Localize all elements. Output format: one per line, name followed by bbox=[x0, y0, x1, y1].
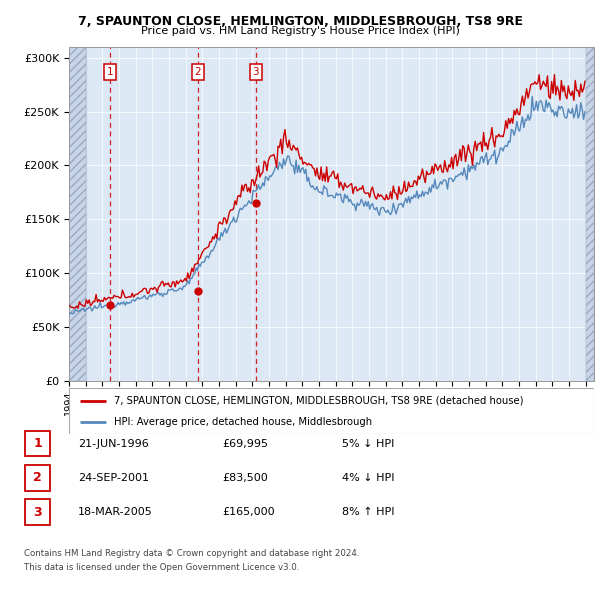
Text: Contains HM Land Registry data © Crown copyright and database right 2024.: Contains HM Land Registry data © Crown c… bbox=[24, 549, 359, 558]
Text: 3: 3 bbox=[253, 67, 259, 77]
Text: 2: 2 bbox=[194, 67, 201, 77]
Text: 18-MAR-2005: 18-MAR-2005 bbox=[78, 507, 153, 517]
Bar bbox=[586, 47, 594, 381]
FancyBboxPatch shape bbox=[25, 465, 50, 491]
Bar bbox=[586, 47, 594, 381]
Text: 1: 1 bbox=[107, 67, 113, 77]
Text: 8% ↑ HPI: 8% ↑ HPI bbox=[342, 507, 395, 517]
Text: £69,995: £69,995 bbox=[222, 439, 268, 448]
Text: £83,500: £83,500 bbox=[222, 473, 268, 483]
Text: 4% ↓ HPI: 4% ↓ HPI bbox=[342, 473, 395, 483]
Text: Price paid vs. HM Land Registry's House Price Index (HPI): Price paid vs. HM Land Registry's House … bbox=[140, 26, 460, 36]
Text: 1: 1 bbox=[33, 437, 42, 450]
Text: 2: 2 bbox=[33, 471, 42, 484]
Text: 24-SEP-2001: 24-SEP-2001 bbox=[78, 473, 149, 483]
Text: 21-JUN-1996: 21-JUN-1996 bbox=[78, 439, 149, 448]
Text: This data is licensed under the Open Government Licence v3.0.: This data is licensed under the Open Gov… bbox=[24, 563, 299, 572]
Text: 7, SPAUNTON CLOSE, HEMLINGTON, MIDDLESBROUGH, TS8 9RE (detached house): 7, SPAUNTON CLOSE, HEMLINGTON, MIDDLESBR… bbox=[113, 395, 523, 405]
Bar bbox=[69, 47, 86, 381]
Text: £165,000: £165,000 bbox=[222, 507, 275, 517]
FancyBboxPatch shape bbox=[25, 499, 50, 525]
Bar bbox=[69, 47, 86, 381]
Text: 5% ↓ HPI: 5% ↓ HPI bbox=[342, 439, 394, 448]
FancyBboxPatch shape bbox=[25, 431, 50, 457]
Text: 7, SPAUNTON CLOSE, HEMLINGTON, MIDDLESBROUGH, TS8 9RE: 7, SPAUNTON CLOSE, HEMLINGTON, MIDDLESBR… bbox=[77, 15, 523, 28]
Text: 3: 3 bbox=[33, 506, 42, 519]
FancyBboxPatch shape bbox=[69, 388, 594, 434]
Text: HPI: Average price, detached house, Middlesbrough: HPI: Average price, detached house, Midd… bbox=[113, 417, 372, 427]
